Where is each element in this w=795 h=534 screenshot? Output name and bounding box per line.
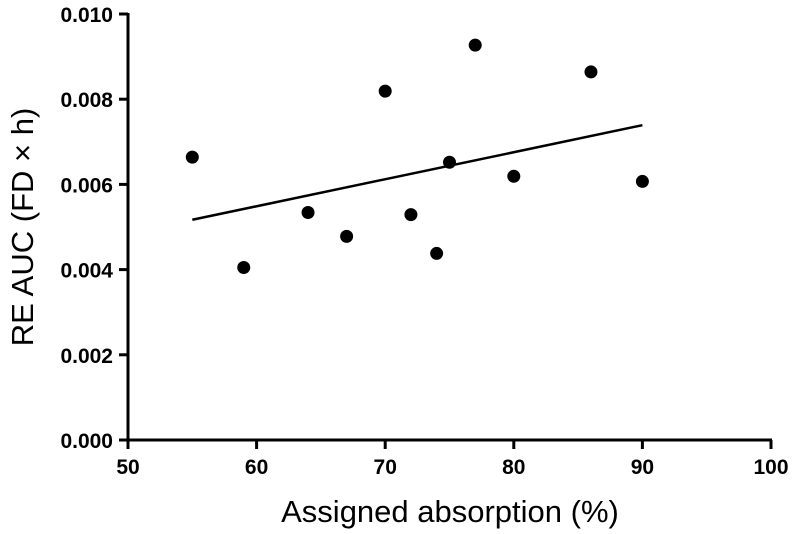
y-tick-label: 0.002: [60, 345, 113, 368]
data-points: [185, 38, 649, 274]
x-axis-title: Assigned absorption (%): [281, 494, 619, 529]
y-tick-label: 0.004: [60, 260, 113, 283]
x-tick-label: 50: [116, 456, 139, 479]
data-point: [404, 208, 418, 222]
data-point: [584, 65, 598, 79]
data-point: [430, 246, 444, 260]
y-tick-label: 0.010: [60, 4, 113, 27]
y-tick-label: 0.008: [60, 89, 113, 112]
data-point: [340, 229, 354, 243]
data-point: [507, 169, 521, 183]
y-axis-title: RE AUC (FD × h): [5, 108, 40, 347]
regression-line: [192, 123, 643, 221]
y-axis-ticks: 0.000 0.002 0.004 0.006 0.008 0.010: [60, 4, 128, 453]
data-point: [301, 206, 315, 220]
x-tick-label: 80: [502, 456, 525, 479]
x-tick-label: 60: [245, 456, 268, 479]
data-point: [378, 84, 392, 98]
x-tick-label: 100: [753, 456, 788, 479]
data-point: [185, 150, 199, 164]
data-point: [468, 38, 482, 52]
x-axis-ticks: 50 60 70 80 90 100: [116, 440, 789, 479]
data-point: [443, 155, 456, 169]
x-tick-label: 90: [631, 456, 654, 479]
x-tick-label: 70: [374, 456, 397, 479]
y-tick-label: 0.006: [60, 174, 113, 197]
data-point: [237, 260, 251, 274]
y-tick-label: 0.000: [60, 430, 113, 453]
data-point: [635, 174, 649, 188]
